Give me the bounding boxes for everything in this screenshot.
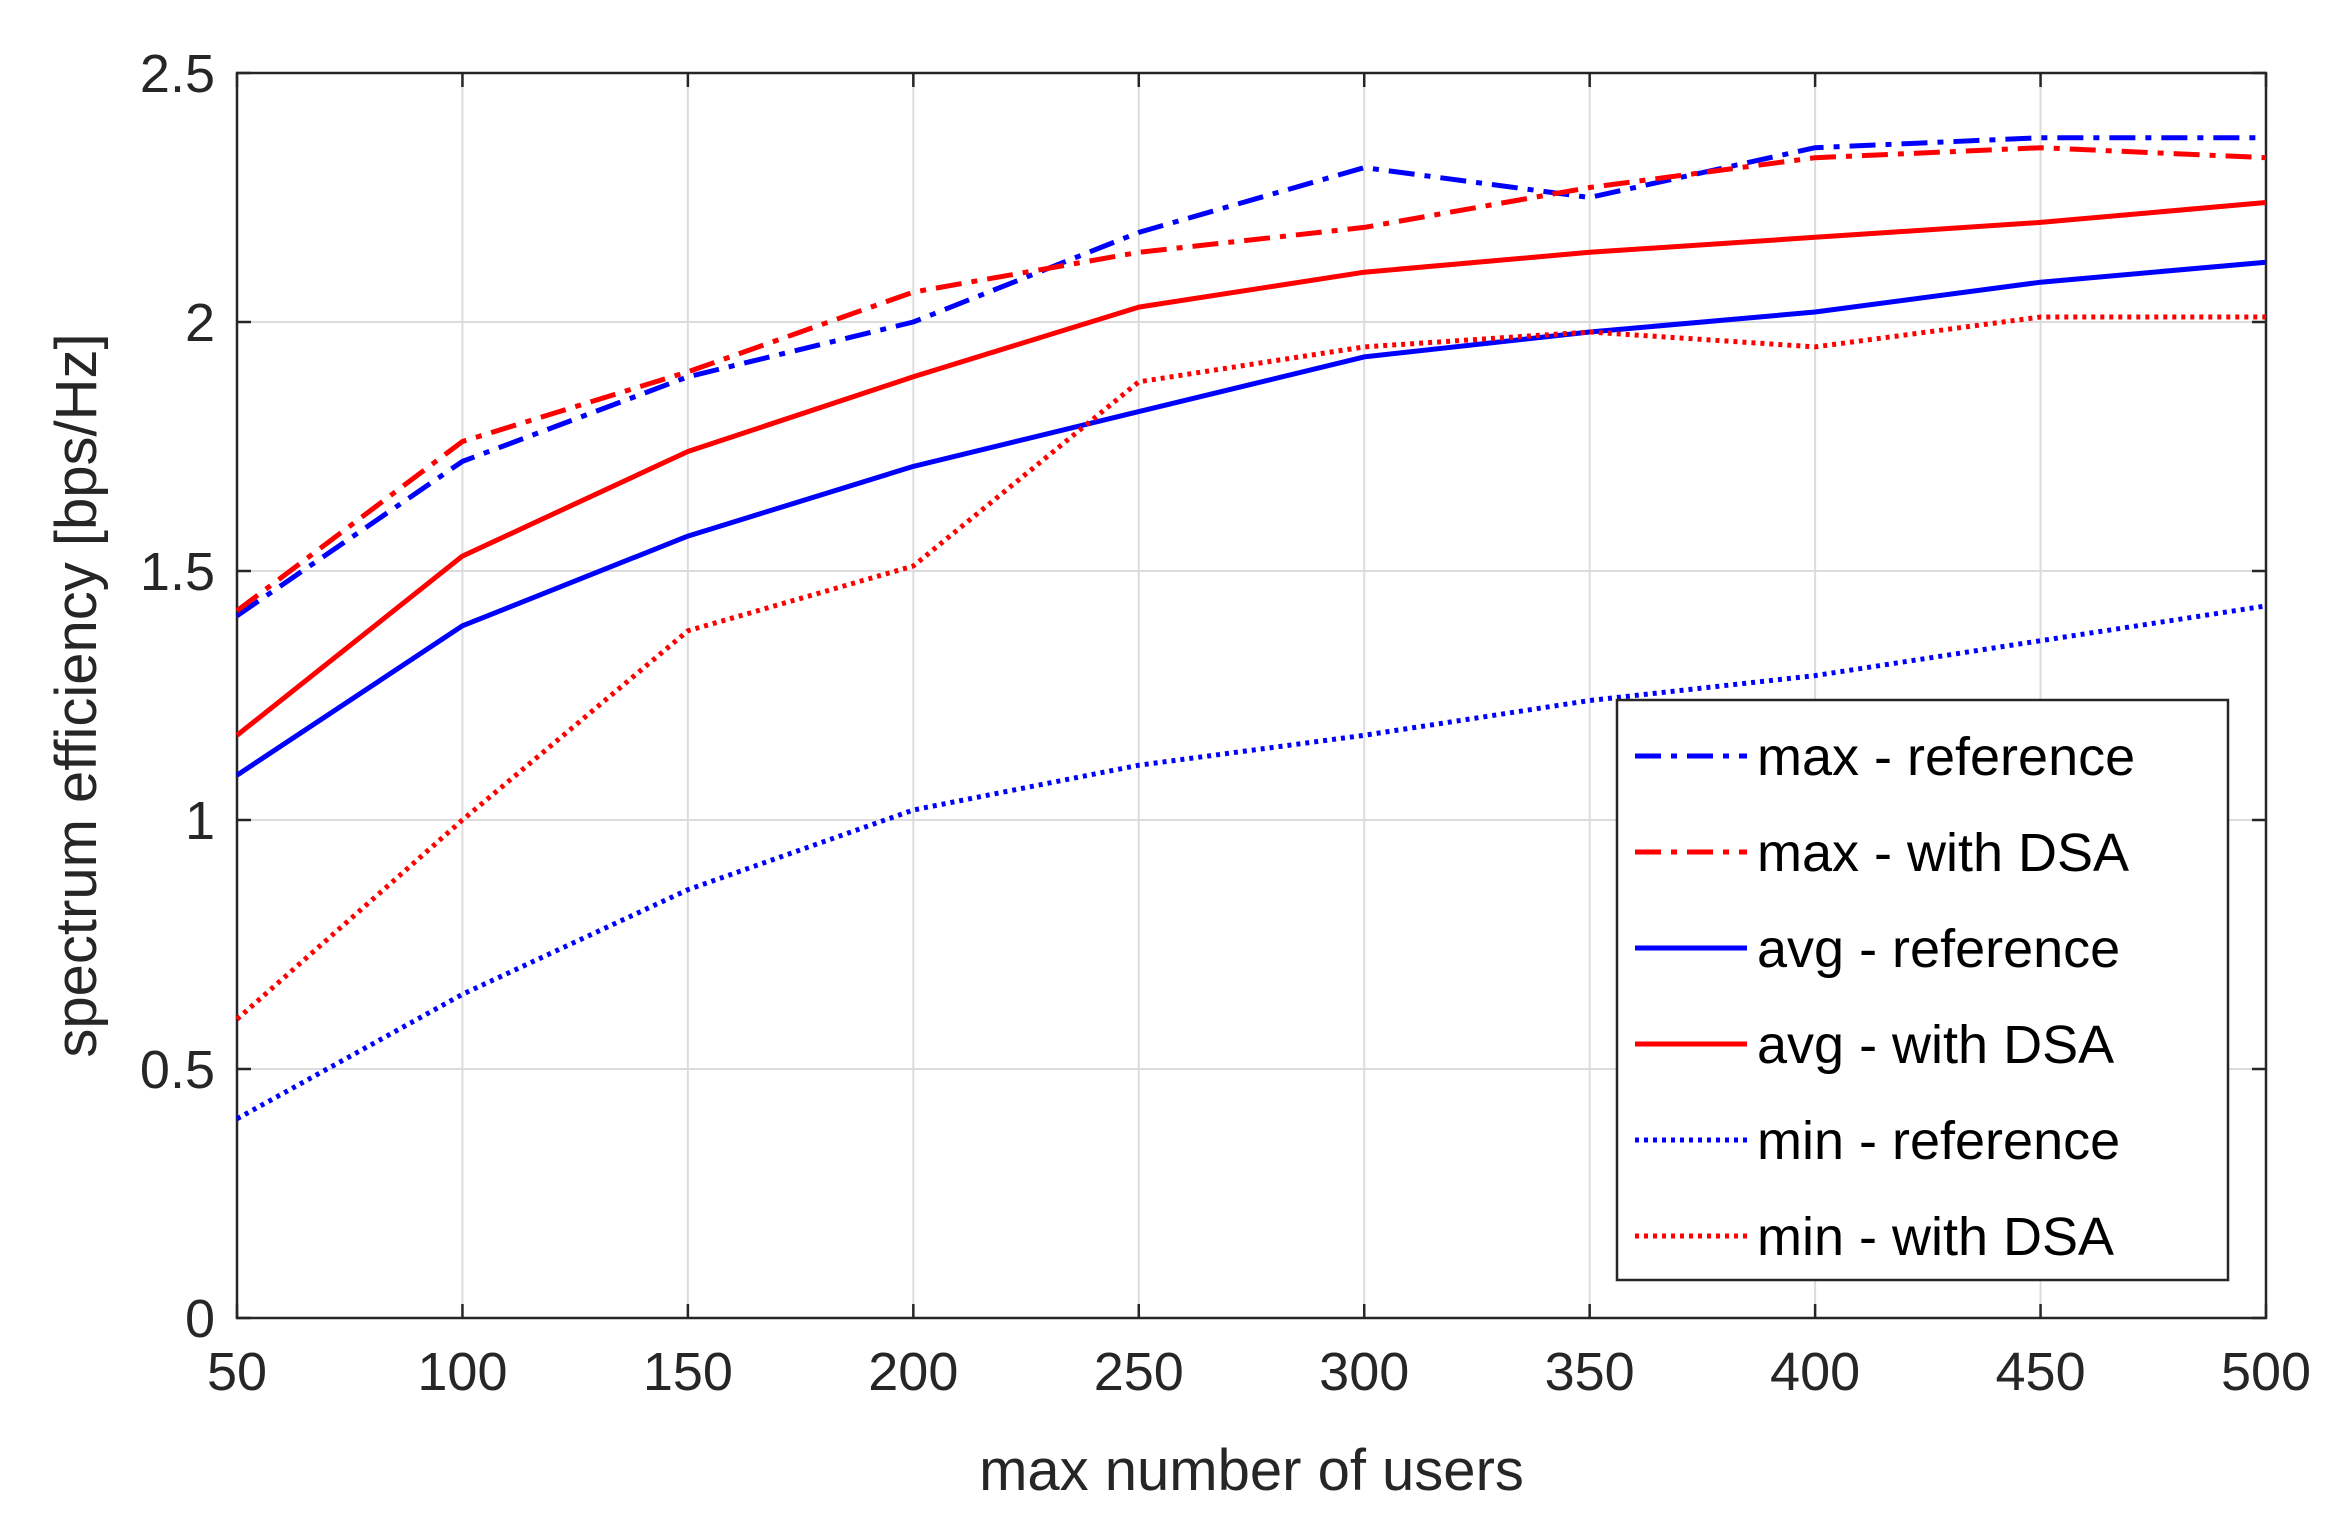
x-tick-label: 250: [1094, 1342, 1184, 1402]
plot-area: [235, 71, 2268, 1320]
series-line-1: [235, 145, 2267, 613]
series-line-4: [235, 603, 2267, 1121]
legend-label: min - reference: [1757, 1111, 2120, 1171]
x-tick-label: 150: [643, 1342, 733, 1402]
legend-label: min - with DSA: [1757, 1207, 2114, 1267]
x-tick-label: 500: [2221, 1342, 2311, 1402]
y-tick-label: 0.5: [140, 1040, 215, 1100]
legend-label: max - reference: [1757, 727, 2135, 787]
series-line-0: [235, 135, 2266, 618]
x-axis-label: max number of users: [979, 1438, 1524, 1503]
y-tick-label: 0: [185, 1289, 215, 1349]
series-line-5: [235, 314, 2266, 1022]
legend-label: avg - with DSA: [1757, 1015, 2114, 1075]
x-tick-label: 350: [1545, 1342, 1635, 1402]
legend-box: [1615, 698, 2230, 1282]
x-tick-label: 200: [868, 1342, 958, 1402]
y-tick-label: 1.5: [140, 542, 215, 602]
x-tick-label: 100: [417, 1342, 507, 1402]
x-tick-label: 50: [207, 1342, 267, 1402]
y-tick-label: 2.5: [140, 44, 215, 104]
series-layer: [235, 135, 2267, 1121]
x-tick-label: 300: [1319, 1342, 1409, 1402]
legend: max - reference max - with DSA avg - refer…: [1615, 698, 2230, 1282]
ticks: 50 100 150 200 250 300 350 400 450 500 0 0.5 1 1.5 2 2.…: [140, 44, 2311, 1402]
y-axis-label: spectrum efficiency [bps/Hz]: [44, 333, 109, 1057]
y-tick-label: 2: [185, 293, 215, 353]
x-tick-label: 400: [1770, 1342, 1860, 1402]
x-tick-label: 450: [1996, 1342, 2086, 1402]
legend-label: avg - reference: [1757, 919, 2120, 979]
series-line-2: [235, 259, 2267, 778]
series-line-3: [235, 200, 2267, 738]
legend-label: max - with DSA: [1757, 823, 2129, 883]
y-tick-label: 1: [185, 791, 215, 851]
